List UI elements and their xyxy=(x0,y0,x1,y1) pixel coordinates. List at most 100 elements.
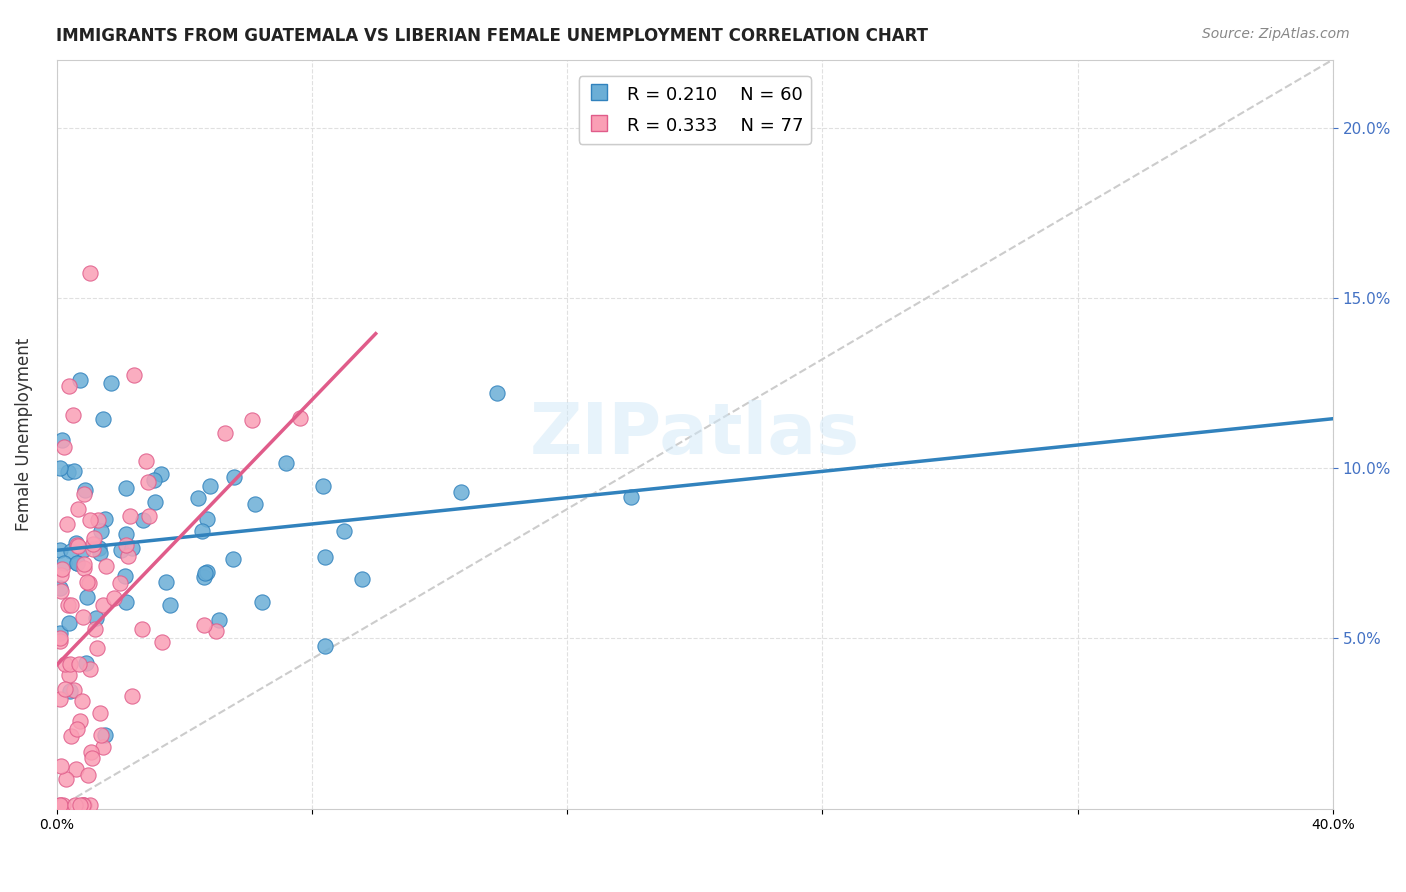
Immigrants from Guatemala xyxy=(66,557,89,571)
Liberians xyxy=(73,798,96,813)
Liberians xyxy=(121,689,143,703)
Immigrants from Guatemala xyxy=(190,524,212,539)
Liberians xyxy=(79,513,101,527)
Immigrants from Guatemala xyxy=(132,513,155,527)
Immigrants from Guatemala xyxy=(89,546,111,560)
Immigrants from Guatemala xyxy=(194,566,217,580)
Liberians xyxy=(51,567,73,582)
Immigrants from Guatemala xyxy=(142,473,165,487)
Liberians xyxy=(65,798,87,813)
Liberians xyxy=(122,368,145,383)
Immigrants from Guatemala xyxy=(620,491,643,505)
Liberians xyxy=(91,739,114,754)
Liberians xyxy=(72,798,94,813)
Immigrants from Guatemala xyxy=(66,556,89,570)
Liberians xyxy=(72,798,94,813)
Liberians xyxy=(82,751,104,765)
Liberians xyxy=(65,762,87,776)
Liberians xyxy=(60,729,83,743)
Immigrants from Guatemala xyxy=(276,456,298,470)
Liberians xyxy=(77,575,100,590)
Liberians xyxy=(115,538,138,552)
Liberians xyxy=(79,798,101,813)
Liberians xyxy=(55,772,77,786)
Immigrants from Guatemala xyxy=(59,544,82,558)
Liberians xyxy=(79,663,101,677)
Liberians xyxy=(66,538,89,552)
Immigrants from Guatemala xyxy=(49,460,72,475)
Liberians xyxy=(49,692,72,706)
Immigrants from Guatemala xyxy=(187,491,209,505)
Liberians xyxy=(49,631,72,645)
Immigrants from Guatemala xyxy=(208,613,231,627)
Liberians xyxy=(131,622,153,636)
Liberians xyxy=(83,531,105,545)
Immigrants from Guatemala xyxy=(65,536,87,550)
Immigrants from Guatemala xyxy=(252,594,274,608)
Immigrants from Guatemala xyxy=(333,524,356,538)
Immigrants from Guatemala xyxy=(84,611,107,625)
Liberians xyxy=(49,633,72,648)
Liberians xyxy=(117,549,139,564)
Immigrants from Guatemala xyxy=(87,541,110,555)
Immigrants from Guatemala xyxy=(114,481,136,495)
Liberians xyxy=(49,758,72,772)
Immigrants from Guatemala xyxy=(193,570,215,584)
Liberians xyxy=(49,583,72,598)
Immigrants from Guatemala xyxy=(195,565,218,579)
Text: Source: ZipAtlas.com: Source: ZipAtlas.com xyxy=(1202,27,1350,41)
Immigrants from Guatemala xyxy=(52,556,75,570)
Liberians xyxy=(103,591,125,605)
Liberians xyxy=(72,609,94,624)
Immigrants from Guatemala xyxy=(350,572,373,586)
Y-axis label: Female Unemployment: Female Unemployment xyxy=(15,337,32,531)
Liberians xyxy=(110,576,132,591)
Liberians xyxy=(135,454,157,468)
Immigrants from Guatemala xyxy=(155,575,177,590)
Liberians xyxy=(73,561,96,575)
Immigrants from Guatemala xyxy=(51,433,73,447)
Immigrants from Guatemala xyxy=(56,465,79,479)
Liberians xyxy=(67,657,90,671)
Liberians xyxy=(193,617,215,632)
Liberians xyxy=(87,513,110,527)
Immigrants from Guatemala xyxy=(195,512,218,526)
Immigrants from Guatemala xyxy=(58,615,80,630)
Immigrants from Guatemala xyxy=(115,526,138,541)
Immigrants from Guatemala xyxy=(121,541,143,555)
Liberians xyxy=(86,640,108,655)
Liberians xyxy=(82,537,104,551)
Liberians xyxy=(69,798,91,813)
Immigrants from Guatemala xyxy=(145,495,167,509)
Immigrants from Guatemala xyxy=(63,464,86,478)
Immigrants from Guatemala xyxy=(314,550,336,565)
Immigrants from Guatemala xyxy=(100,376,122,390)
Liberians xyxy=(52,440,75,454)
Liberians xyxy=(79,266,101,280)
Liberians xyxy=(67,502,90,516)
Immigrants from Guatemala xyxy=(94,728,117,742)
Immigrants from Guatemala xyxy=(76,591,98,605)
Immigrants from Guatemala xyxy=(110,542,132,557)
Liberians xyxy=(290,410,312,425)
Liberians xyxy=(65,722,87,736)
Immigrants from Guatemala xyxy=(90,524,112,538)
Liberians xyxy=(70,693,93,707)
Liberians xyxy=(91,598,114,612)
Immigrants from Guatemala xyxy=(450,485,472,500)
Liberians xyxy=(77,768,100,782)
Immigrants from Guatemala xyxy=(314,639,336,653)
Liberians xyxy=(62,683,84,698)
Liberians xyxy=(76,574,98,589)
Immigrants from Guatemala xyxy=(49,543,72,558)
Liberians xyxy=(58,668,80,682)
Immigrants from Guatemala xyxy=(245,497,267,511)
Liberians xyxy=(82,542,104,557)
Liberians xyxy=(69,714,91,728)
Liberians xyxy=(58,379,80,393)
Immigrants from Guatemala xyxy=(150,467,173,482)
Liberians xyxy=(120,508,142,523)
Liberians xyxy=(59,657,82,671)
Text: ZIPatlas: ZIPatlas xyxy=(530,400,860,468)
Liberians xyxy=(138,509,160,524)
